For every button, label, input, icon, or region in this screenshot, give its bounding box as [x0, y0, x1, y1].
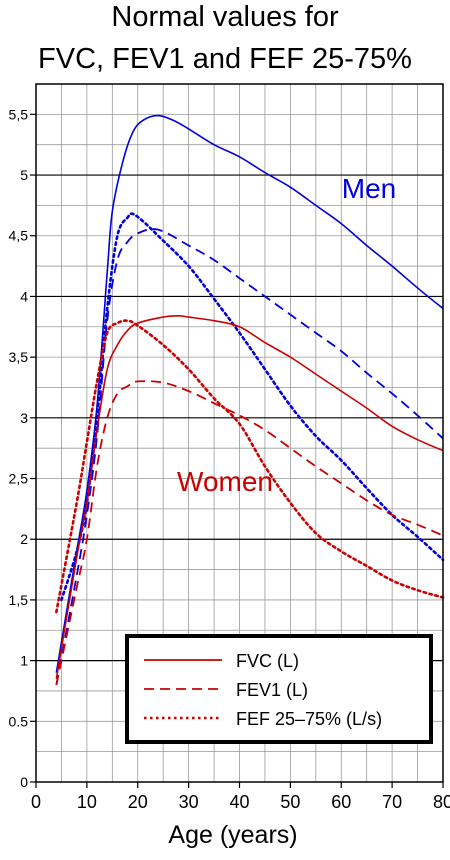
x-tick-label: 40 — [229, 792, 249, 812]
series-line-women-fef-25-75- — [55, 319, 445, 614]
series-line-men-fef-25-75- — [60, 212, 445, 602]
chart-title-line-2: FVC, FEV1 and FEF 25-75% — [38, 43, 412, 75]
legend-label-fvc: FVC (L) — [236, 651, 299, 671]
y-tick-label: 4 — [20, 288, 28, 304]
plot-frame — [35, 83, 444, 783]
y-tick-label: 5 — [20, 167, 28, 183]
annotation-men: Men — [342, 173, 396, 204]
y-tick-label: 5,5 — [9, 106, 29, 122]
y-tick-label: 1,5 — [9, 592, 29, 608]
y-tick-label: 3 — [20, 410, 28, 426]
y-tick-label: 2 — [20, 531, 28, 547]
x-tick-label: 50 — [280, 792, 300, 812]
legend-label-fef: FEF 25–75% (L/s) — [236, 709, 382, 729]
x-tick-label: 10 — [77, 792, 97, 812]
x-tick-label: 70 — [382, 792, 402, 812]
x-tick-label: 20 — [128, 792, 148, 812]
x-tick-label: 0 — [31, 792, 41, 812]
x-tick-label: 30 — [179, 792, 199, 812]
series-lines — [55, 114, 445, 686]
tick-labels: 0 10 20 30 40 50 60 70 80 0 0.5 1 1,5 2 2,5 3 3,5 4 4,5 5 5,… — [9, 106, 450, 812]
y-tick-label: 0.5 — [9, 713, 29, 729]
legend: FVC (L) FEV1 (L) FEF 25–75% (L/s) — [125, 634, 433, 744]
legend-box — [125, 634, 433, 744]
series-line-men-fev1 — [55, 228, 444, 686]
legend-label-fev1: FEV1 (L) — [236, 680, 308, 700]
x-tick-label: 80 — [433, 792, 450, 812]
series-line-women-fev1 — [55, 380, 444, 686]
x-tick-label: 60 — [331, 792, 351, 812]
annotation-women: Women — [177, 466, 273, 497]
y-tick-label: 4,5 — [9, 228, 29, 244]
y-tick-label: 1 — [20, 653, 28, 669]
chart-title-line-1: Normal values for — [111, 1, 339, 33]
series-line-women-fvc — [55, 315, 444, 679]
y-tick-label: 0 — [20, 774, 28, 790]
y-tick-label: 3,5 — [9, 349, 29, 365]
y-tick-label: 2,5 — [9, 471, 29, 487]
x-axis-label: Age (years) — [168, 821, 297, 849]
